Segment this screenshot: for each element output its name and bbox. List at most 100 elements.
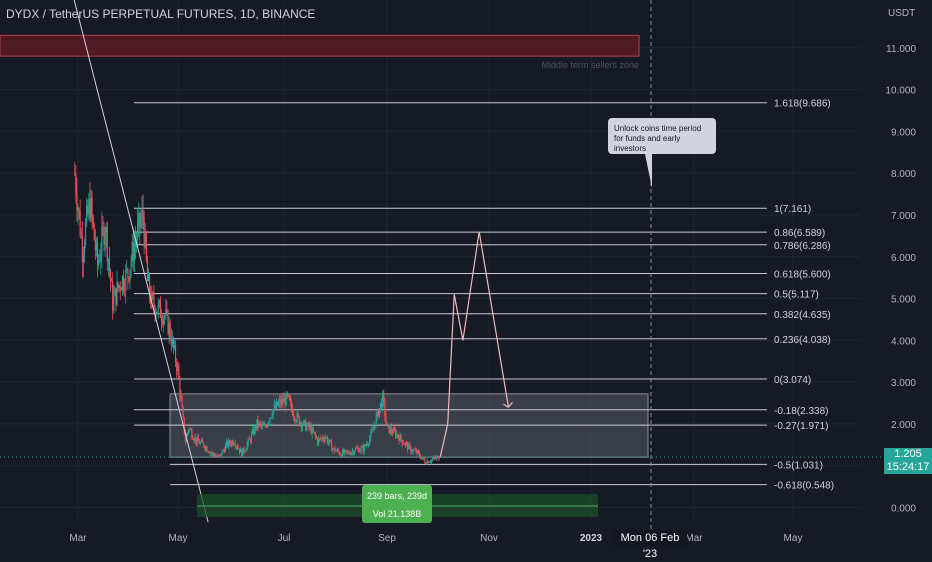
candle-body bbox=[245, 449, 247, 451]
candle-body bbox=[115, 288, 117, 305]
candle-body bbox=[105, 226, 107, 234]
candle-body bbox=[342, 450, 344, 457]
downtrend-line bbox=[73, 0, 209, 523]
candle-body bbox=[79, 210, 81, 236]
candle-body bbox=[119, 285, 121, 290]
candle-body bbox=[172, 337, 174, 348]
candle-body bbox=[221, 450, 223, 456]
fib-level-label: -0.5(1.031) bbox=[774, 460, 823, 471]
candle-body bbox=[96, 242, 99, 266]
candle-body bbox=[436, 457, 438, 459]
candle-body bbox=[257, 419, 259, 427]
candle-body bbox=[346, 450, 348, 453]
candle-body bbox=[266, 426, 268, 427]
fib-level-label: 0.786(6.286) bbox=[774, 241, 831, 252]
candle-body bbox=[234, 443, 236, 447]
candle-body bbox=[278, 402, 280, 406]
candle-body bbox=[152, 292, 154, 296]
candle-body bbox=[292, 408, 294, 416]
candle-body bbox=[151, 292, 153, 305]
candle-body bbox=[429, 461, 431, 463]
candle-body bbox=[196, 437, 198, 444]
y-tick-label: 8.000 bbox=[891, 169, 916, 180]
fib-level-label: 0(3.074) bbox=[774, 375, 811, 386]
candle-body bbox=[98, 260, 100, 266]
candle-body bbox=[309, 425, 311, 428]
y-tick-label: 6.000 bbox=[891, 253, 916, 264]
candle-body bbox=[366, 444, 369, 445]
candle-body bbox=[145, 233, 147, 260]
candle-body bbox=[256, 419, 258, 429]
candle-body bbox=[319, 437, 321, 439]
candle-body bbox=[195, 437, 197, 444]
candle-body bbox=[330, 440, 332, 442]
candle-body bbox=[88, 199, 90, 214]
y-tick-label: 9.000 bbox=[891, 127, 916, 138]
candle-body bbox=[206, 446, 208, 452]
candle-body bbox=[289, 399, 292, 402]
candle-body bbox=[76, 193, 78, 211]
sellers-zone-label: Middle term sellers zone bbox=[541, 60, 639, 70]
candle-body bbox=[233, 443, 235, 445]
candle-body bbox=[305, 420, 307, 430]
candle-body bbox=[331, 441, 333, 451]
candle-body bbox=[271, 416, 273, 418]
candle-body bbox=[190, 429, 192, 431]
candle-body bbox=[149, 274, 151, 296]
candle-body bbox=[310, 425, 312, 434]
current-price-tag: 1.205 bbox=[884, 448, 932, 461]
candle-body bbox=[164, 315, 166, 318]
candle-body bbox=[205, 446, 207, 450]
candle-body bbox=[374, 426, 376, 427]
candle-body bbox=[183, 417, 185, 434]
candle-body bbox=[140, 220, 142, 228]
candle-body bbox=[344, 449, 346, 454]
candle-body bbox=[241, 448, 243, 457]
candle-body bbox=[270, 417, 272, 419]
candle-body bbox=[276, 401, 279, 406]
candle-body bbox=[267, 423, 269, 427]
candle-body bbox=[128, 277, 130, 281]
candle-body bbox=[208, 452, 210, 454]
candle-body bbox=[399, 434, 401, 442]
candle-body bbox=[85, 222, 87, 246]
candle-body bbox=[405, 442, 408, 444]
countdown-tag: 15:24:17 bbox=[884, 461, 932, 474]
fib-level-label: 1(7.161) bbox=[774, 204, 811, 215]
candle-body bbox=[390, 427, 392, 432]
candle-body bbox=[371, 430, 373, 433]
candle-body bbox=[157, 303, 159, 313]
candle-body bbox=[287, 395, 289, 396]
candle-body bbox=[302, 420, 305, 426]
candle-body bbox=[177, 365, 179, 371]
candle-body bbox=[201, 440, 203, 443]
candle-body bbox=[147, 274, 150, 282]
candle-body bbox=[197, 437, 199, 442]
candle-body bbox=[293, 415, 295, 418]
candle-body bbox=[357, 447, 359, 449]
candle-body bbox=[274, 404, 276, 408]
candle-body bbox=[118, 285, 120, 288]
candle-body bbox=[91, 197, 93, 217]
candle-body bbox=[368, 443, 370, 445]
candle-body bbox=[239, 448, 241, 453]
candle-body bbox=[129, 269, 131, 281]
x-tick-label: Jul bbox=[278, 533, 291, 544]
candle-body bbox=[365, 444, 367, 446]
candle-body bbox=[191, 430, 193, 438]
x-tick-label: Mar bbox=[69, 533, 87, 544]
candle-body bbox=[216, 455, 218, 457]
candle-body bbox=[424, 459, 426, 464]
candle-body bbox=[92, 216, 94, 225]
candle-body bbox=[137, 223, 139, 240]
x-tick-label: May bbox=[169, 533, 188, 544]
candle-body bbox=[99, 260, 101, 262]
candle-body bbox=[417, 450, 420, 453]
candle-body bbox=[336, 449, 338, 451]
candle-body bbox=[117, 282, 119, 288]
candle-body bbox=[314, 433, 317, 437]
candle-body bbox=[153, 295, 155, 307]
candle-body bbox=[404, 442, 406, 445]
price-chart[interactable]: Middle term sellers zone 1.618(9.686) 1(7… bbox=[0, 0, 932, 550]
